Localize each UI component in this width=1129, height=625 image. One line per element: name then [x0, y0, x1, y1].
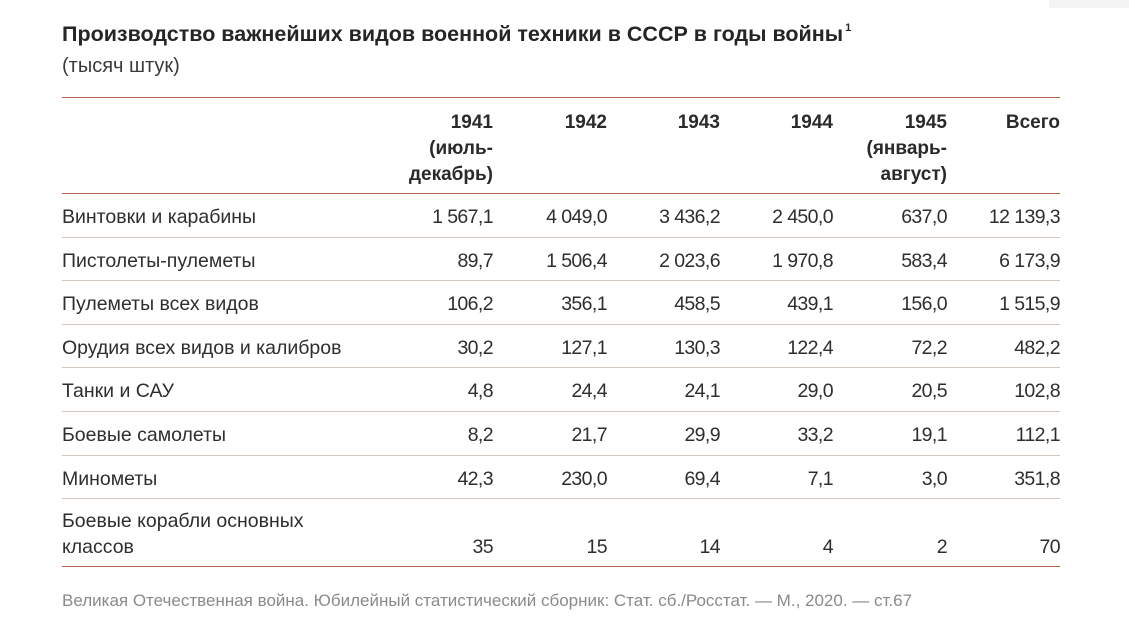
column-header-line: Всего	[1005, 112, 1060, 133]
table-cell: 156,0	[901, 293, 947, 315]
footnote-mark: 1	[845, 21, 852, 34]
table-cell: 4 049,0	[546, 206, 607, 228]
table-cell: 112,1	[1015, 424, 1061, 446]
table-cell: 30,2	[457, 337, 493, 359]
table-cell: 2 023,6	[659, 250, 720, 272]
table-cell: 458,5	[674, 293, 720, 315]
row-label: Боевые самолеты	[62, 424, 227, 446]
table-cell: 19,1	[911, 424, 947, 446]
table-cell: 130,3	[674, 337, 720, 359]
table-cell: 7,1	[807, 468, 834, 490]
table-cell: 70	[1039, 536, 1061, 558]
table-cell: 3,0	[921, 468, 948, 490]
table-cell: 482,2	[1014, 337, 1060, 359]
table-cell: 14	[699, 536, 721, 558]
table-cell: 102,8	[1014, 380, 1060, 402]
table-cell: 1 567,1	[432, 206, 493, 228]
column-header-line: август)	[880, 164, 947, 185]
table-cell: 122,4	[787, 337, 833, 359]
row-divider	[62, 455, 1060, 456]
table-cell: 1 970,8	[772, 250, 833, 272]
table-cell: 1 506,4	[546, 250, 607, 272]
table-cell: 637,0	[901, 206, 947, 228]
row-divider	[62, 280, 1060, 281]
row-label: Боевые корабли основных классов	[62, 508, 304, 560]
column-header-1944: 1944	[791, 110, 833, 136]
table-cell: 35	[472, 536, 494, 558]
table-cell: 439,1	[787, 293, 833, 315]
column-header-line: 1942	[564, 112, 607, 133]
table-cell: 21,7	[571, 424, 607, 446]
table-cell: 72,2	[911, 337, 947, 359]
table-cell: 6 173,9	[999, 250, 1060, 272]
table-cell: 4	[822, 536, 834, 558]
column-header-1941: 1941 (июль- декабрь)	[409, 110, 493, 188]
table-cell: 356,1	[561, 293, 607, 315]
column-header-1945: 1945 (январь- август)	[867, 110, 948, 188]
table-cell: 24,1	[684, 380, 720, 402]
table-cell: 12 139,3	[988, 206, 1061, 228]
table-cell: 1 515,9	[999, 293, 1060, 315]
table-cell: 29,9	[684, 424, 720, 446]
row-divider	[62, 411, 1060, 412]
row-divider	[62, 237, 1060, 238]
table-cell: 89,7	[457, 250, 493, 272]
row-label: Винтовки и карабины	[62, 206, 257, 228]
table-cell: 230,0	[561, 468, 607, 490]
table-title: Производство важнейших видов военной тех…	[62, 22, 851, 47]
table-title-text: Производство важнейших видов военной тех…	[62, 22, 844, 46]
row-divider	[62, 498, 1060, 499]
column-header-1942: 1942	[565, 110, 607, 136]
column-header-total: Всего	[1006, 110, 1060, 136]
table-cell: 29,0	[797, 380, 833, 402]
column-header-1943: 1943	[678, 110, 720, 136]
column-header-line: 1945	[904, 112, 947, 133]
column-header-line: 1941	[450, 112, 493, 133]
table-units: (тысяч штук)	[62, 55, 180, 77]
table-cell: 69,4	[684, 468, 720, 490]
table-cell: 3 436,2	[659, 206, 720, 228]
row-label: Пистолеты-пулеметы	[62, 250, 256, 272]
row-label-line: классов	[62, 536, 134, 558]
row-divider	[62, 367, 1060, 368]
table-cell: 4,8	[467, 380, 494, 402]
table-cell: 15	[586, 536, 608, 558]
header-bottom-rule	[62, 193, 1060, 194]
table-cell: 106,2	[447, 293, 493, 315]
column-header-line: 1944	[790, 112, 833, 133]
column-header-line: 1943	[677, 112, 720, 133]
table-cell: 24,4	[571, 380, 607, 402]
table-cell: 2 450,0	[772, 206, 833, 228]
table-cell: 351,8	[1014, 468, 1060, 490]
row-divider	[62, 324, 1060, 325]
column-header-line: декабрь)	[408, 164, 493, 185]
table-cell: 42,3	[457, 468, 493, 490]
row-label: Минометы	[62, 468, 158, 490]
row-label: Танки и САУ	[62, 380, 174, 402]
source-citation: Великая Отечественная война. Юбилейный с…	[62, 591, 913, 610]
row-label: Пулеметы всех видов	[62, 293, 259, 315]
title-block: Производство важнейших видов военной тех…	[62, 22, 851, 78]
table-cell: 33,2	[797, 424, 833, 446]
corner-shade	[1049, 0, 1129, 8]
column-header-line: (июль-	[429, 138, 493, 159]
column-header-line: (январь-	[866, 138, 948, 159]
table-cell: 20,5	[911, 380, 947, 402]
row-label: Орудия всех видов и калибров	[62, 337, 342, 359]
table-cell: 2	[936, 536, 948, 558]
row-label-line: Боевые корабли основных	[62, 510, 304, 532]
table-bottom-rule	[62, 566, 1060, 567]
table-top-rule	[62, 97, 1060, 98]
table-cell: 583,4	[901, 250, 947, 272]
table-cell: 127,1	[561, 337, 607, 359]
table-cell: 8,2	[467, 424, 494, 446]
